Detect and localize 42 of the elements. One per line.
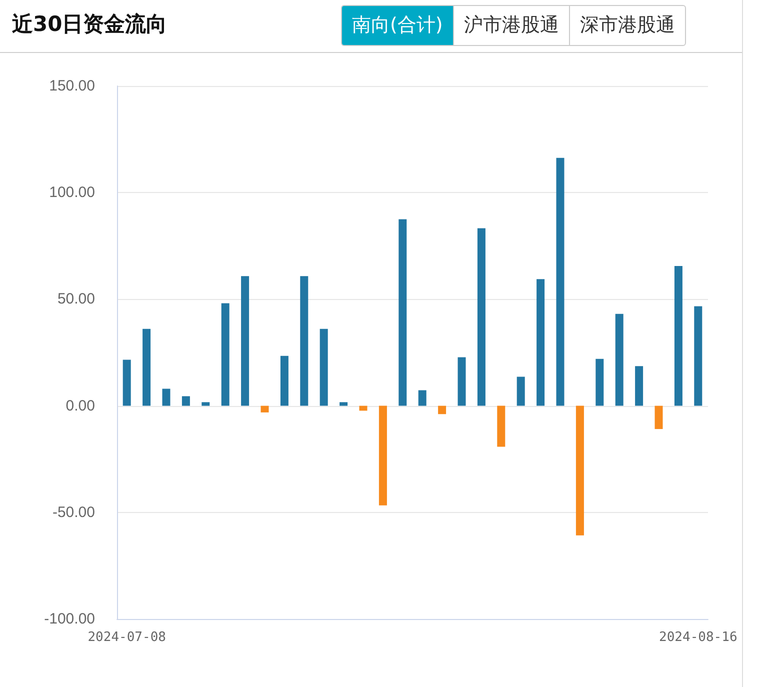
bar: [221, 303, 230, 406]
text: 南向(合计): [342, 6, 453, 45]
text: 沪市港股通: [452, 6, 569, 45]
x-tick-label: 2024-08-16: [659, 630, 738, 645]
bar: [340, 402, 348, 406]
y-tick-label: 150.00: [49, 78, 95, 94]
bar: [378, 406, 387, 506]
bar: [516, 376, 525, 406]
text: 深市港股通: [568, 6, 685, 45]
bar: [477, 228, 486, 406]
y-tick-label: 0.00: [66, 397, 95, 414]
bar: [320, 328, 328, 406]
bar: [497, 406, 506, 447]
bar: [458, 357, 466, 406]
y-tick-label: 50.00: [57, 290, 95, 308]
y-tick-label: -50.00: [52, 504, 95, 521]
bar: [674, 266, 682, 406]
bar: [182, 396, 190, 406]
bar: [438, 406, 446, 414]
bar: [359, 406, 368, 411]
bar: [556, 158, 564, 406]
bar: [536, 279, 545, 406]
bar: [122, 360, 131, 406]
bar: [596, 358, 604, 406]
bar: [260, 406, 269, 412]
bar: [418, 390, 426, 406]
bar: [635, 366, 644, 406]
bar: [300, 276, 308, 406]
bar: [654, 406, 663, 430]
bar: [162, 388, 170, 406]
y-tick-label: 100.00: [49, 184, 95, 202]
bar: [241, 276, 250, 406]
bar: [142, 328, 151, 406]
bar: [694, 306, 702, 406]
x-tick-label: 2024-07-08: [88, 630, 166, 645]
bar: [576, 406, 584, 536]
bar: [280, 356, 288, 406]
y-tick-label: -100.00: [44, 610, 95, 628]
bar: [398, 219, 407, 406]
chart-title: 近30日资金流向: [12, 11, 168, 38]
bar: [615, 314, 624, 406]
bar: [202, 402, 210, 406]
